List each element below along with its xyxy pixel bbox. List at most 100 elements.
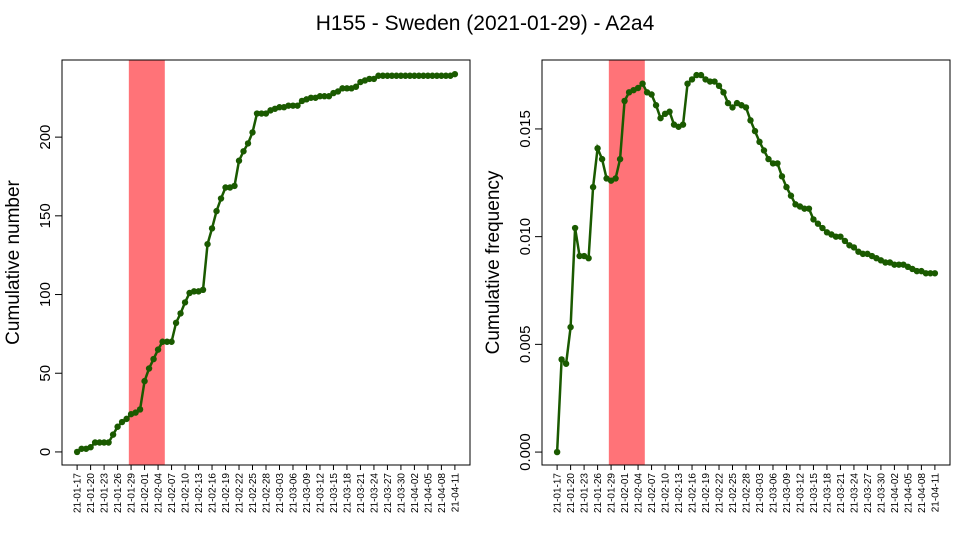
data-point (814, 220, 822, 227)
data-point (882, 259, 889, 266)
data-point (648, 91, 655, 98)
x-tick-label: 21-01-23 (580, 473, 591, 513)
data-point (159, 338, 166, 345)
data-point (787, 192, 795, 199)
data-point (805, 205, 813, 212)
data-point (612, 175, 619, 182)
data-point (424, 72, 432, 79)
data-point (778, 173, 786, 180)
x-tick-label: 21-03-30 (876, 473, 887, 513)
data-point (697, 71, 705, 79)
data-point (87, 444, 94, 451)
data-point (132, 409, 139, 416)
x-tick-label: 21-02-13 (674, 473, 685, 513)
data-point (253, 110, 261, 117)
data-point (375, 72, 382, 79)
y-tick-label: 0.010 (517, 218, 534, 256)
highlight-band (608, 60, 645, 465)
x-tick-label: 21-03-24 (849, 473, 860, 513)
data-point (760, 147, 768, 154)
y-tick-label: 150 (37, 203, 54, 228)
data-point (222, 184, 229, 191)
x-tick-label: 21-03-21 (356, 473, 367, 513)
data-point (832, 233, 840, 240)
data-point (927, 270, 934, 277)
x-tick-label: 21-01-17 (553, 473, 564, 513)
data-point (352, 83, 360, 90)
x-tick-label: 21-02-07 (647, 473, 658, 513)
data-point (199, 286, 207, 294)
x-tick-label: 21-02-04 (634, 473, 645, 513)
data-point (652, 102, 660, 109)
x-tick-label: 21-03-09 (782, 473, 793, 513)
x-tick-label: 21-03-12 (315, 473, 326, 513)
data-point (801, 205, 808, 212)
data-point (774, 160, 781, 167)
data-point (181, 299, 189, 306)
data-point (765, 155, 772, 163)
data-point (598, 155, 606, 163)
x-tick-label: 21-02-22 (235, 473, 246, 513)
data-point (262, 110, 270, 117)
x-tick-label: 21-02-25 (728, 473, 739, 513)
data-point (343, 85, 351, 92)
x-tick-label: 21-04-02 (410, 473, 421, 513)
data-point (720, 89, 727, 96)
data-point (616, 155, 624, 163)
data-point (109, 431, 117, 438)
data-point (895, 261, 903, 268)
data-point (379, 72, 387, 79)
data-point (249, 129, 256, 136)
data-point (154, 346, 162, 353)
data-point (931, 270, 939, 277)
data-point (217, 195, 225, 202)
data-point (190, 288, 198, 295)
data-point (751, 127, 759, 135)
data-point (729, 104, 736, 111)
data-point (415, 72, 423, 79)
data-point (177, 310, 184, 317)
data-point (433, 72, 441, 79)
data-point (706, 78, 714, 85)
x-tick-label: 21-02-16 (208, 473, 219, 513)
x-tick-label: 21-02-28 (262, 473, 273, 513)
data-point (163, 338, 171, 345)
data-point (294, 102, 301, 109)
x-tick-label: 21-03-18 (822, 473, 833, 513)
x-tick-label: 21-04-08 (437, 473, 448, 513)
x-tick-label: 21-03-27 (383, 473, 394, 513)
data-point (235, 157, 243, 164)
data-point (576, 252, 583, 260)
x-tick-label: 21-02-19 (221, 473, 232, 513)
data-point (688, 76, 696, 83)
data-point (589, 183, 597, 191)
x-tick-label: 21-02-22 (715, 473, 726, 513)
x-tick-label: 21-02-10 (181, 473, 192, 513)
data-point (325, 93, 333, 100)
data-point (100, 439, 108, 446)
x-tick-label: 21-03-15 (809, 473, 820, 513)
data-point (420, 72, 427, 79)
x-tick-label: 21-03-15 (329, 473, 340, 513)
x-tick-label: 21-02-01 (620, 473, 631, 513)
data-point (334, 88, 342, 95)
data-point (285, 102, 292, 109)
x-tick-label: 21-04-11 (930, 473, 941, 513)
data-point (402, 72, 409, 79)
data-point (397, 72, 405, 79)
data-point (922, 270, 930, 277)
data-point (91, 439, 99, 446)
data-point (388, 72, 396, 79)
y-axis-label: Cumulative frequency (483, 170, 504, 354)
data-point (339, 85, 346, 92)
data-point (742, 104, 750, 111)
data-point (258, 110, 265, 117)
x-tick-label: 21-04-05 (423, 473, 434, 513)
data-point (429, 72, 436, 79)
data-point (240, 148, 247, 155)
x-tick-label: 21-01-20 (86, 473, 97, 513)
x-tick-label: 21-01-26 (593, 473, 604, 513)
data-point (634, 84, 642, 92)
